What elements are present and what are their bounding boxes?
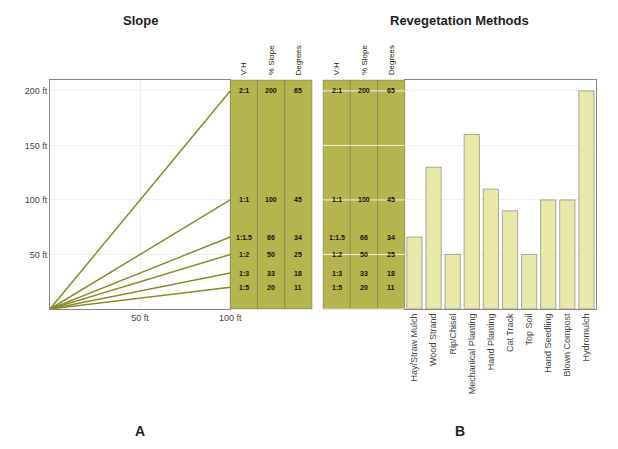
svg-text:Wood Strand: Wood Strand — [428, 314, 438, 366]
svg-text:Blown Compost: Blown Compost — [562, 313, 572, 377]
svg-text:Hay/Straw Mulch: Hay/Straw Mulch — [409, 314, 419, 382]
svg-text:% Slope: % Slope — [267, 45, 276, 75]
svg-text:45: 45 — [294, 196, 302, 203]
svg-text:200: 200 — [358, 87, 370, 94]
svg-text:25: 25 — [294, 251, 302, 258]
svg-text:A: A — [135, 423, 145, 439]
svg-text:50: 50 — [360, 251, 368, 258]
svg-text:18: 18 — [387, 270, 395, 277]
svg-text:2:1: 2:1 — [239, 87, 249, 94]
svg-text:Mechanical Planting: Mechanical Planting — [467, 314, 477, 395]
svg-text:18: 18 — [294, 270, 302, 277]
svg-text:Hydromulch: Hydromulch — [581, 314, 591, 362]
svg-text:1:3: 1:3 — [332, 270, 342, 277]
svg-text:25: 25 — [387, 251, 395, 258]
svg-text:1:2: 1:2 — [332, 251, 342, 258]
svg-text:33: 33 — [267, 270, 275, 277]
svg-text:1:5: 1:5 — [332, 284, 342, 291]
svg-text:Hand Planting: Hand Planting — [486, 314, 496, 371]
svg-text:100 ft: 100 ft — [25, 195, 48, 205]
svg-text:1:2: 1:2 — [239, 251, 249, 258]
svg-text:50: 50 — [267, 251, 275, 258]
svg-text:150 ft: 150 ft — [25, 141, 48, 151]
svg-text:2:1: 2:1 — [332, 87, 342, 94]
svg-text:Slope: Slope — [123, 13, 158, 28]
svg-text:V:H: V:H — [239, 62, 248, 75]
svg-text:66: 66 — [360, 234, 368, 241]
svg-text:200 ft: 200 ft — [25, 86, 48, 96]
svg-text:34: 34 — [387, 234, 395, 241]
svg-text:50 ft: 50 ft — [30, 250, 48, 260]
svg-text:Revegetation Methods: Revegetation Methods — [390, 13, 529, 28]
svg-text:Rip/Chisel: Rip/Chisel — [448, 314, 458, 355]
svg-text:66: 66 — [267, 234, 275, 241]
svg-text:B: B — [455, 423, 465, 439]
svg-text:200: 200 — [265, 87, 277, 94]
svg-text:1:1: 1:1 — [332, 196, 342, 203]
svg-text:1:3: 1:3 — [239, 270, 249, 277]
svg-text:20: 20 — [360, 284, 368, 291]
svg-text:50 ft: 50 ft — [131, 313, 149, 323]
svg-text:34: 34 — [294, 234, 302, 241]
svg-text:Top Soil: Top Soil — [524, 314, 534, 346]
svg-text:1:1: 1:1 — [239, 196, 249, 203]
svg-text:100 ft: 100 ft — [219, 313, 242, 323]
svg-text:65: 65 — [387, 87, 395, 94]
svg-text:100: 100 — [358, 196, 370, 203]
svg-text:Cat Track: Cat Track — [505, 313, 515, 352]
svg-text:V:H: V:H — [332, 62, 341, 75]
svg-text:20: 20 — [267, 284, 275, 291]
svg-text:45: 45 — [387, 196, 395, 203]
svg-text:11: 11 — [294, 284, 302, 291]
svg-text:100: 100 — [265, 196, 277, 203]
svg-text:Degrees: Degrees — [294, 45, 303, 75]
svg-text:33: 33 — [360, 270, 368, 277]
svg-text:Hand Seedling: Hand Seedling — [543, 314, 553, 373]
svg-text:% Slope: % Slope — [360, 45, 369, 75]
svg-text:1:1.5: 1:1.5 — [236, 234, 252, 241]
svg-text:11: 11 — [387, 284, 395, 291]
svg-text:65: 65 — [294, 87, 302, 94]
svg-text:1:1.5: 1:1.5 — [329, 234, 345, 241]
svg-text:Degrees: Degrees — [387, 45, 396, 75]
svg-text:1:5: 1:5 — [239, 284, 249, 291]
